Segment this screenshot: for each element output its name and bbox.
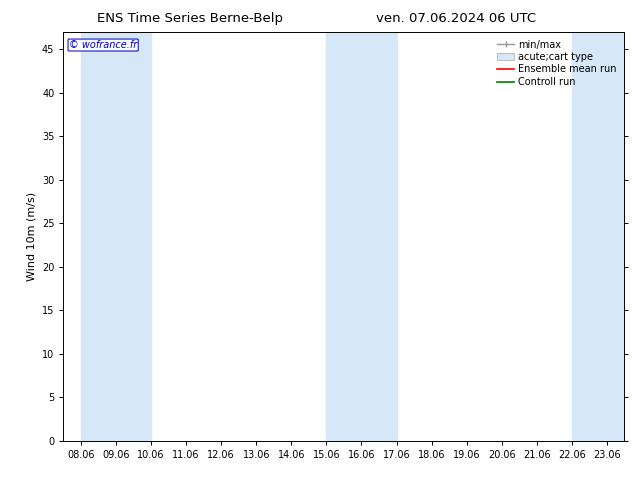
- Text: ven. 07.06.2024 06 UTC: ven. 07.06.2024 06 UTC: [377, 12, 536, 25]
- Legend: min/max, acute;cart type, Ensemble mean run, Controll run: min/max, acute;cart type, Ensemble mean …: [494, 37, 619, 90]
- Text: ENS Time Series Berne-Belp: ENS Time Series Berne-Belp: [97, 12, 283, 25]
- Y-axis label: Wind 10m (m/s): Wind 10m (m/s): [27, 192, 36, 281]
- Bar: [572, 32, 624, 441]
- Bar: [81, 32, 151, 441]
- Bar: [327, 32, 396, 441]
- Text: © wofrance.fr: © wofrance.fr: [69, 40, 137, 50]
